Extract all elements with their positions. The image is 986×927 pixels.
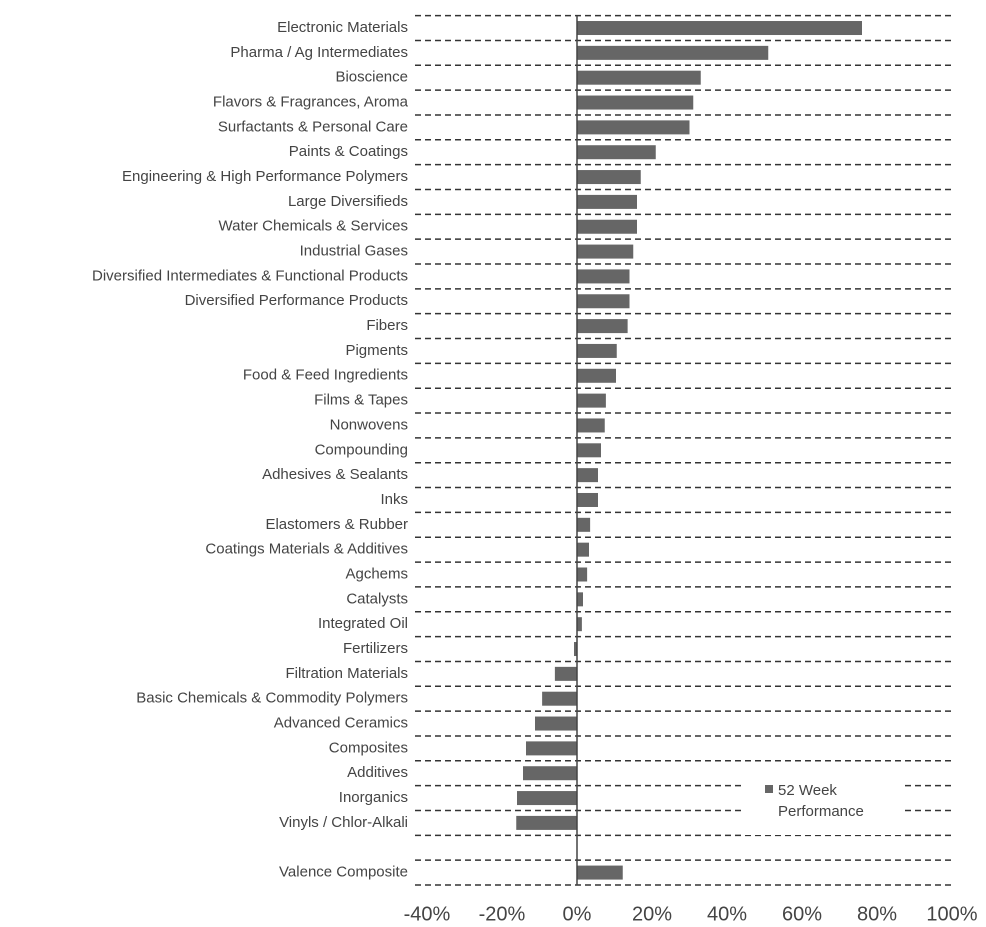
legend-background — [745, 765, 903, 835]
bar — [554, 666, 577, 681]
bar — [577, 319, 628, 334]
y-tick-label: Pharma / Ag Intermediates — [230, 44, 408, 61]
bar — [577, 617, 582, 632]
bar — [526, 741, 577, 756]
bar — [577, 244, 634, 259]
y-tick-label: Advanced Ceramics — [274, 715, 408, 732]
bar — [577, 45, 769, 60]
x-tick-label: -20% — [479, 903, 526, 925]
y-tick-label: Inorganics — [339, 789, 408, 806]
y-tick-label: Elastomers & Rubber — [265, 516, 408, 533]
bar — [542, 691, 577, 706]
x-tick-label: -40% — [404, 903, 451, 925]
y-tick-label: Nonwovens — [330, 416, 408, 433]
x-tick-label: 20% — [632, 903, 672, 925]
bar — [577, 145, 656, 160]
y-tick-label: Food & Feed Ingredients — [243, 367, 408, 384]
x-tick-label: 100% — [926, 903, 977, 925]
bar — [517, 791, 577, 806]
y-tick-label: Fertilizers — [343, 640, 408, 657]
bar — [577, 468, 598, 483]
y-tick-label: Pigments — [345, 342, 408, 359]
y-tick-label: Catalysts — [346, 590, 408, 607]
legend-swatch — [765, 785, 773, 793]
bar — [577, 70, 701, 85]
y-tick-label: Inks — [380, 491, 408, 508]
bar — [577, 368, 616, 383]
y-tick-label: Water Chemicals & Services — [219, 218, 409, 235]
bar — [577, 393, 606, 408]
bar — [577, 170, 641, 185]
bar — [535, 716, 577, 731]
bar — [577, 269, 630, 284]
x-tick-label: 60% — [782, 903, 822, 925]
y-tick-label: Industrial Gases — [300, 243, 408, 260]
bar — [523, 766, 577, 781]
bar — [577, 592, 583, 607]
y-tick-label: Large Diversifieds — [288, 193, 408, 210]
y-tick-label: Compounding — [315, 441, 408, 458]
y-tick-label: Integrated Oil — [318, 615, 408, 632]
x-tick-label: 0% — [563, 903, 592, 925]
bar — [577, 219, 637, 234]
bar — [516, 815, 577, 830]
bar — [577, 542, 589, 557]
bar — [574, 642, 577, 657]
bar — [577, 567, 588, 582]
bar — [577, 21, 862, 36]
bar — [577, 95, 694, 110]
y-tick-label: Adhesives & Sealants — [262, 466, 408, 483]
y-tick-label: Diversified Intermediates & Functional P… — [92, 267, 408, 284]
bar — [577, 120, 690, 135]
y-tick-label: Surfactants & Personal Care — [218, 118, 408, 135]
x-tick-label: 80% — [857, 903, 897, 925]
bar — [577, 865, 623, 880]
y-tick-label: Bioscience — [335, 69, 408, 86]
bar — [577, 443, 601, 458]
y-tick-label: Fibers — [366, 317, 408, 334]
legend-label: 52 Week Performance — [778, 782, 864, 820]
y-tick-label: Engineering & High Performance Polymers — [122, 168, 408, 185]
bar — [577, 343, 617, 358]
legend: 52 Week Performance — [765, 780, 893, 822]
y-tick-label: Additives — [347, 764, 408, 781]
bar — [577, 294, 630, 309]
y-tick-label: Agchems — [345, 565, 408, 582]
y-tick-label: Vinyls / Chlor-Alkali — [279, 814, 408, 831]
bar — [577, 194, 637, 209]
y-tick-label: Basic Chemicals & Commodity Polymers — [136, 690, 408, 707]
y-tick-label: Coatings Materials & Additives — [205, 541, 408, 558]
y-tick-label: Flavors & Fragrances, Aroma — [213, 94, 409, 111]
y-tick-label: Films & Tapes — [314, 392, 408, 409]
bar — [577, 492, 598, 507]
y-tick-label: Electronic Materials — [277, 19, 408, 36]
bar — [577, 517, 591, 532]
bar — [577, 418, 605, 433]
y-tick-label: Diversified Performance Products — [185, 292, 408, 309]
y-tick-label: Composites — [329, 739, 408, 756]
x-tick-label: 40% — [707, 903, 747, 925]
y-tick-label: Filtration Materials — [285, 665, 408, 682]
y-tick-label: Paints & Coatings — [289, 143, 408, 160]
y-tick-label: Valence Composite — [279, 864, 408, 881]
